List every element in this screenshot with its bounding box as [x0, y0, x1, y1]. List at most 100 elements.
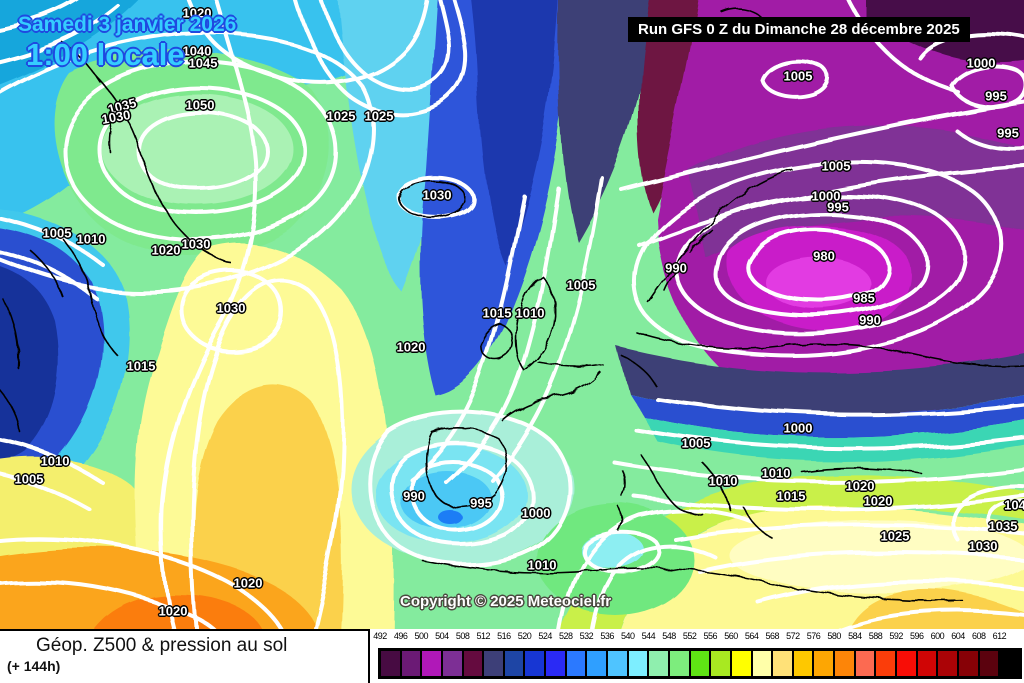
legend-subtitle: (+ 144h) [7, 658, 61, 674]
pressure-label: 1030 [216, 300, 246, 316]
pressure-label: 1025 [326, 108, 356, 124]
colorbar-tick: 596 [910, 631, 924, 641]
colorbar-swatch [380, 650, 401, 677]
colorbar-tick: 500 [414, 631, 429, 641]
pressure-label: 1035 [988, 518, 1018, 534]
colorbar-tick: 496 [393, 631, 408, 641]
forecast-date-block: Samedi 3 janvier 2026 1:00 locale [18, 13, 237, 73]
pressure-label: 1020 [845, 478, 875, 494]
pressure-label: 1005 [42, 225, 72, 241]
colorbar-swatch [441, 650, 463, 677]
colorbar-tick: 584 [848, 631, 862, 641]
pressure-label: 1010 [40, 453, 70, 469]
colorbar-swatch [751, 650, 773, 677]
colorbar-tick: 528 [559, 631, 573, 641]
colorbar-swatch [792, 650, 814, 677]
pressure-label: 1005 [783, 68, 813, 84]
colorbar-tick: 492 [373, 631, 387, 641]
pressure-labels-layer: 1020 1040 1045 1035 1030 1050 1025 1025 1030 1005… [14, 5, 1024, 619]
pressure-label: 1045 [188, 55, 218, 71]
pressure-label: 1020 [396, 339, 426, 355]
colorbar-swatch [772, 650, 793, 677]
colorbar-tick: 556 [703, 631, 718, 641]
pressure-label: 980 [813, 248, 835, 264]
legend-title: Géop. Z500 & pression au sol [36, 635, 288, 656]
colorbar-swatch [999, 650, 1020, 677]
pressure-label: 1020 [182, 5, 212, 21]
forecast-time: 1:00 locale [26, 37, 185, 73]
colorbar-tick: 536 [600, 631, 614, 641]
pressure-label: 990 [859, 312, 881, 328]
colorbar-swatch [854, 650, 876, 677]
color-field [0, 0, 1024, 629]
colorbar-swatch [957, 650, 979, 677]
pressure-label: 1020 [233, 575, 263, 591]
pressure-label: 1015 [482, 305, 512, 321]
pressure-label: 1000 [966, 55, 996, 71]
colorbar-swatch [421, 650, 442, 677]
colorbar-swatch [834, 650, 855, 677]
colorbar-swatch [668, 650, 690, 677]
colorbar-swatch [627, 650, 649, 677]
footer-bar: Géop. Z500 & pression au sol (+ 144h) 49… [0, 629, 1024, 683]
pressure-label: 995 [827, 199, 849, 215]
pressure-label: 1020 [151, 242, 181, 258]
pressure-label: 1005 [14, 471, 44, 487]
colorbar-tick: 592 [889, 631, 903, 641]
colorbar-tick: 504 [435, 631, 449, 641]
forecast-date: Samedi 3 janvier 2026 [18, 13, 237, 36]
colorbar-swatch [978, 650, 1000, 677]
colorbar-swatch [524, 650, 546, 677]
colorbar-swatch [710, 650, 731, 677]
colorbar-tick: 564 [744, 631, 759, 641]
pressure-label: 1040 [182, 43, 212, 59]
copyright-text: Copyright © 2025 Meteociel.fr [400, 593, 612, 610]
map-canvas: 1020 1040 1045 1035 1030 1050 1025 1025 1030 1005… [0, 0, 1024, 629]
colorbar-swatch [565, 650, 587, 677]
colorbar-swatch [896, 650, 917, 677]
colorbar-tick: 524 [538, 631, 552, 641]
colorbar-swatch [545, 650, 566, 677]
colorbar-swatch [483, 650, 504, 677]
colorbar-swatch [607, 650, 628, 677]
colorbar-swatch [937, 650, 958, 677]
pressure-label: 1005 [566, 277, 596, 293]
colorbar-tick: 612 [992, 631, 1007, 641]
pressure-label: 104 [1004, 497, 1024, 513]
pressure-label: 995 [997, 125, 1019, 141]
colorbar-swatch [648, 650, 669, 677]
colorbar-swatch [462, 650, 484, 677]
colorbar-swatch [689, 650, 711, 677]
pressure-label: 1025 [880, 528, 910, 544]
pressure-label: 1030 [422, 187, 452, 203]
pressure-label: 1030 [100, 107, 132, 127]
colorbar-tick: 552 [682, 631, 697, 641]
colorbar-tick: 512 [476, 631, 490, 641]
pressure-label: 1005 [681, 435, 711, 451]
pressure-label: 1025 [364, 108, 394, 124]
colorbar-tick: 568 [765, 631, 780, 641]
pressure-label: 1010 [527, 557, 557, 573]
pressure-label: 995 [985, 88, 1007, 104]
isobar-contours [0, 0, 1024, 629]
colorbar: 492 496 500 504 508 512 516 520 524 528 532 536 540 5… [372, 629, 1024, 683]
colorbar-swatches [378, 648, 1022, 679]
colorbar-swatch [586, 650, 608, 677]
pressure-label: 995 [470, 495, 492, 511]
pressure-label: 1010 [76, 231, 106, 247]
pressure-label: 1020 [863, 493, 893, 509]
run-info-box: Run GFS 0 Z du Dimanche 28 décembre 2025 [628, 17, 970, 42]
pressure-label: 990 [665, 260, 687, 276]
pressure-label: 1030 [968, 538, 998, 554]
colorbar-swatch [875, 650, 897, 677]
pressure-label: 990 [403, 488, 425, 504]
colorbar-swatch [813, 650, 835, 677]
pressure-label: 1015 [126, 358, 156, 374]
colorbar-swatch [916, 650, 938, 677]
legend-box: Géop. Z500 & pression au sol (+ 144h) [0, 629, 370, 683]
colorbar-tick: 572 [786, 631, 800, 641]
colorbar-swatch [503, 650, 525, 677]
coastlines [0, 7, 1024, 602]
pressure-label: 1005 [821, 158, 851, 174]
pressure-label: 1015 [776, 488, 806, 504]
